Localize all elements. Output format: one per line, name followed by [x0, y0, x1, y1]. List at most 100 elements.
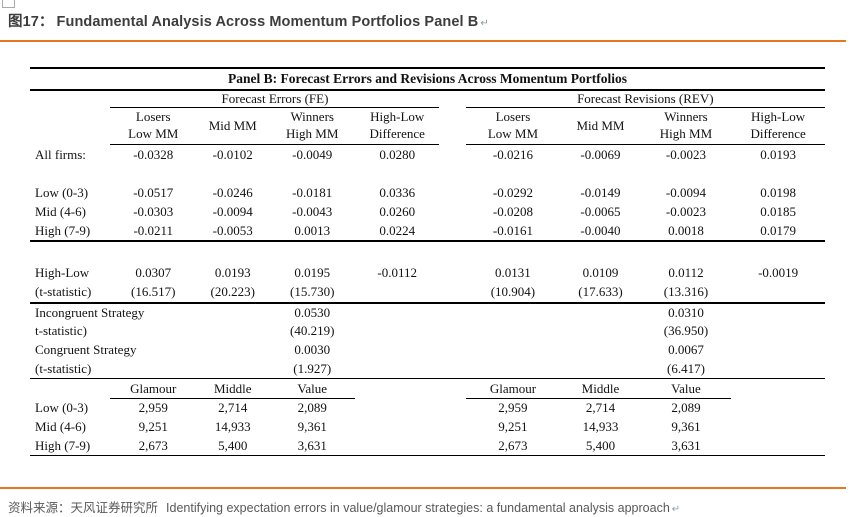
- cell: -0.0181: [292, 185, 333, 200]
- cell: -0.0065: [580, 204, 621, 219]
- table-row: Glamour Middle Value Glamour Middle Valu…: [30, 378, 825, 399]
- cell: 5,400: [196, 436, 270, 456]
- cell: 9,361: [297, 419, 327, 434]
- count-header-glamour: Glamour: [110, 378, 196, 399]
- cell-gap: [439, 90, 465, 108]
- cell-empty: [560, 303, 640, 322]
- cell-gap: [439, 399, 465, 418]
- header-accent-rule: [0, 40, 846, 42]
- cell: (15.730): [269, 282, 355, 304]
- cell: 0.0280: [379, 147, 416, 163]
- cell-empty: [731, 379, 825, 399]
- cell: 9,251: [138, 419, 168, 434]
- cell: -0.0161: [465, 221, 561, 242]
- col-header-mid: Mid MM: [560, 107, 641, 145]
- corner-artifact-box: [2, 0, 15, 8]
- cell: 2,714: [585, 400, 616, 416]
- figure-title: Fundamental Analysis Across Momentum Por…: [56, 14, 479, 30]
- cell: (10.904): [465, 282, 561, 304]
- cell-gap: [439, 203, 465, 222]
- cell: 3,631: [269, 436, 355, 456]
- cell-empty: [731, 322, 825, 341]
- cell-gap: [439, 145, 465, 166]
- cell: 5,400: [560, 436, 641, 456]
- cell-empty: [355, 341, 440, 360]
- figure-number-label: 图17：: [8, 14, 54, 30]
- cell: 0.0198: [760, 185, 796, 200]
- cell: 0.0310: [668, 304, 704, 320]
- row-label: Mid (4-6): [35, 419, 86, 434]
- cell: (6.417): [640, 359, 732, 379]
- cell-empty: [466, 322, 561, 341]
- row-label: Mid (4-6): [35, 204, 86, 219]
- cell: -0.0040: [560, 221, 641, 242]
- cell-gap: [439, 184, 465, 203]
- cell-empty: [30, 379, 110, 399]
- cell: -0.0149: [580, 185, 621, 200]
- source-footer: 资料来源：天风证券研究所 Identifying expectation erro…: [8, 497, 680, 516]
- cell-gap: [439, 282, 466, 304]
- cell-empty: [196, 303, 269, 322]
- table-row: Congruent Strategy 0.0030 0.0067: [30, 341, 825, 360]
- source-label: 资料来源：天风证券研究所: [8, 501, 159, 515]
- citation-text: Identifying expectation errors in value/…: [166, 501, 670, 515]
- cell: -0.0246: [212, 185, 253, 200]
- cell-empty: [731, 303, 825, 322]
- cell: -0.0211: [110, 221, 196, 242]
- cell: (40.219): [290, 323, 335, 338]
- row-label: High-Low: [35, 264, 90, 280]
- cell-empty: [731, 436, 825, 456]
- table-row: Forecast Errors (FE) Forecast Revisions …: [30, 90, 825, 108]
- table-row: (t-statistic) (1.927) (6.417): [30, 359, 825, 379]
- cell-empty: [355, 399, 440, 418]
- cell-gap: [439, 436, 466, 456]
- cell-gap: [439, 221, 466, 242]
- cell: -0.0328: [133, 147, 174, 163]
- cell: -0.0517: [133, 185, 174, 200]
- cell-empty: [560, 322, 640, 341]
- spacer-row: [30, 241, 825, 263]
- cell: 2,673: [465, 436, 561, 456]
- cell: 0.0193: [760, 147, 796, 163]
- cell-empty: [355, 303, 440, 322]
- cell-gap: [439, 322, 465, 341]
- cell: (16.517): [110, 282, 196, 304]
- cell: 0.0179: [731, 221, 825, 242]
- row-label: Low (0-3): [35, 400, 89, 415]
- cell-gap: [439, 418, 465, 437]
- cell-empty: [355, 379, 440, 399]
- cell: 9,251: [498, 419, 528, 434]
- table-row: Incongruent Strategy 0.0530 0.0310: [30, 303, 825, 322]
- cell-empty: [731, 341, 825, 360]
- table-row: Mid (4-6) 9,251 14,933 9,361 9,251 14,93…: [30, 418, 825, 437]
- cell: (20.223): [196, 282, 270, 304]
- cell-empty: [196, 359, 270, 379]
- group-header-fe: Forecast Errors (FE): [110, 90, 440, 108]
- table-row: Mid (4-6) -0.0303 -0.0094 -0.0043 0.0260…: [30, 203, 825, 222]
- cell: 2,089: [671, 400, 701, 416]
- panel-title: Panel B: Forecast Errors and Revisions A…: [30, 67, 825, 91]
- col-header-mid: Mid MM: [196, 107, 270, 145]
- cell-empty: [354, 436, 440, 456]
- cell: 2,959: [138, 400, 168, 416]
- cell-gap: [439, 379, 465, 399]
- cell-empty: [731, 418, 825, 437]
- cell: -0.0019: [758, 264, 799, 280]
- cell: 0.0195: [294, 264, 331, 280]
- cell: 0.0131: [495, 264, 531, 280]
- row-label: Low (0-3): [35, 185, 89, 200]
- table-row: High (7-9) 2,673 5,400 3,631 2,673 5,400…: [30, 436, 825, 456]
- cell: 14,933: [582, 419, 619, 434]
- figure-header: 图17： Fundamental Analysis Across Momentum…: [0, 0, 854, 31]
- cell-empty: [466, 303, 561, 322]
- spacer-row: [30, 166, 825, 184]
- cell: -0.0049: [292, 147, 333, 163]
- cell: 0.0224: [354, 221, 440, 242]
- cell: 0.0260: [379, 204, 416, 219]
- cell-gap: [439, 341, 465, 360]
- cell: 0.0018: [640, 221, 732, 242]
- cell: -0.0023: [665, 147, 707, 163]
- row-label: Incongruent Strategy: [35, 304, 145, 320]
- table-row: t-statistic) (40.219) (36.950): [30, 322, 825, 341]
- table-row: High (7-9) -0.0211 -0.0053 0.0013 0.0224…: [30, 221, 825, 242]
